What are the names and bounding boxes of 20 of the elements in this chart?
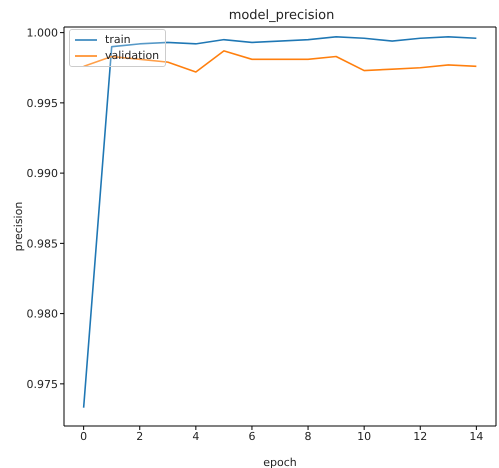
y-tick-label: 0.990 bbox=[26, 167, 58, 180]
y-tick-label: 0.980 bbox=[26, 308, 58, 321]
x-tick-label: 10 bbox=[357, 430, 372, 443]
y-tick-label: 0.995 bbox=[26, 96, 58, 110]
x-tick-label: 12 bbox=[413, 430, 428, 443]
legend-label: train bbox=[105, 32, 131, 48]
y-axis-title: precision bbox=[12, 202, 25, 252]
y-tick-label: 1.000 bbox=[26, 26, 58, 40]
x-tick-label: 4 bbox=[192, 430, 200, 443]
x-axis-title: epoch bbox=[263, 456, 297, 468]
y-tick-label: 0.985 bbox=[26, 237, 58, 250]
x-tick-label: 6 bbox=[248, 430, 256, 443]
x-tick-label: 2 bbox=[136, 430, 144, 443]
x-tick-label: 0 bbox=[80, 430, 88, 443]
x-tick-label: 14 bbox=[469, 430, 484, 443]
line-series bbox=[82, 36, 478, 409]
line-series bbox=[82, 50, 478, 73]
y-tick-label: 0.975 bbox=[26, 378, 58, 391]
x-tick-label: 8 bbox=[304, 430, 312, 443]
chart-title: model_precision bbox=[228, 8, 336, 25]
